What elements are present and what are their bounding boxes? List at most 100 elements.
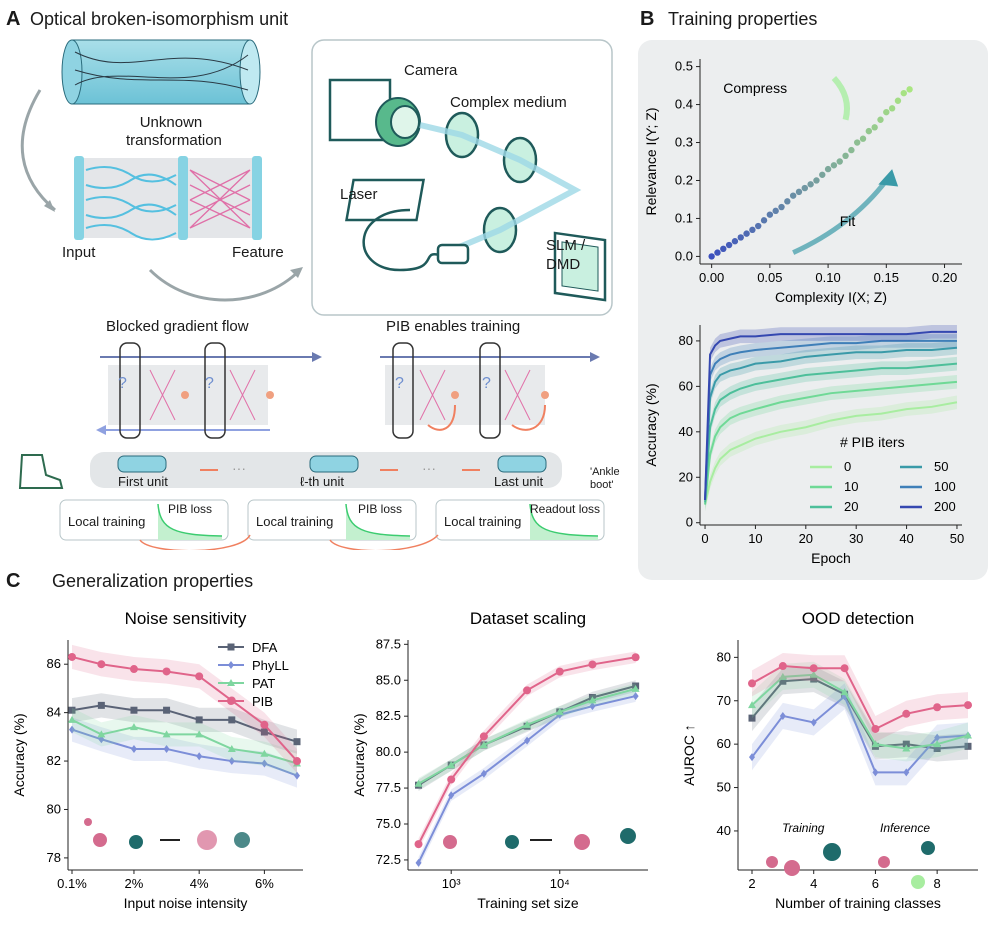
x-tick-label: 0.1% [57,876,87,891]
marker-square [902,740,910,748]
y-tick-label: 82 [47,753,61,768]
series-band [72,707,297,776]
marker-square [964,742,972,750]
scatter-point [731,238,739,245]
marker-circle [129,665,138,674]
series-band [752,661,968,762]
marker-square [227,643,235,651]
marker-diamond [228,757,235,766]
marker-diamond [872,768,879,777]
panel-a-illustration [18,39,613,550]
series-line-20 [704,362,958,503]
marker-square [68,706,76,714]
marker-circle [555,667,564,676]
y-tick-label: 60 [679,378,693,393]
y-tick-label: 87.5 [376,636,401,651]
scatter-point [906,86,913,93]
x-axis-label: Complexity I(X; Z) [775,289,887,305]
marker-triangle [871,740,880,748]
marker-triangle [809,670,818,678]
y-axis-label: AUROC ↑ [681,724,697,785]
series-band [418,683,636,790]
camera-label: Camera [404,62,458,79]
scatter-point [824,165,832,173]
laser-label: Laser [340,186,378,203]
marker-circle [97,660,106,669]
scatter-point [859,135,867,142]
complex-medium-label: Complex medium [450,94,567,111]
question-mark-4: ? [482,375,491,392]
marker-square [933,744,941,752]
marker-square [97,701,105,709]
marker-triangle [840,688,849,696]
illustration-dot [443,835,457,849]
series-line-DFA [71,704,298,743]
legend-label: PIB [252,694,273,709]
legend-title: # PIB iters [840,434,905,450]
marker-circle [260,720,269,729]
marker-triangle [447,761,456,769]
readout-loss: Readout loss [530,502,601,516]
y-axis-label: Accuracy (%) [351,713,367,796]
x-tick-label: 10 [748,531,762,546]
marker-triangle [479,740,488,748]
scatter-point [789,192,797,199]
ellipsis-1: ··· [232,460,246,476]
marker-circle [778,662,787,671]
illustration-dot [505,835,519,849]
marker-circle [162,667,171,676]
illustration-dot [911,875,925,889]
y-tick-label: 0.3 [675,135,693,150]
unknown-transformation-label: Unknown transformation [126,114,222,149]
fit-arrow [792,178,889,255]
local-training-1: Local training [68,514,146,529]
legend-label: 200 [934,499,956,514]
marker-diamond [934,733,941,742]
marker-circle [414,840,423,849]
marker-triangle [227,679,235,686]
compress-arrow [831,75,851,121]
marker-square [163,706,171,714]
panel-b-background [638,40,988,580]
marker-diamond [196,752,203,761]
scatter-point [854,139,861,146]
y-tick-label: 0 [686,515,693,530]
marker-square [228,716,236,724]
series-band [705,334,957,507]
boot-icon [18,454,64,489]
y-tick-label: 60 [717,736,731,751]
y-tick-label: 0.5 [675,59,693,74]
marker-circle [809,664,818,673]
series-band [72,644,297,774]
camera-icon [328,78,421,147]
illustration-dot [84,818,92,826]
x-tick-label: 8 [934,876,941,891]
series-line-PAT [71,718,298,765]
accuracy-epoch-chart: 0 10 20 30 40 50 0 20 40 60 80 Epoch Accuracy (%) # P… [643,325,964,566]
x-tick-label: 0.20 [932,270,957,285]
y-tick-label: 0.2 [675,172,693,187]
pib-loss-1: PIB loss [168,502,213,516]
scatter-point [801,184,808,192]
y-tick-label: 72.5 [376,852,401,867]
x-tick-label: 6 [872,876,879,891]
marker-circle [588,660,597,669]
scatter-point [795,188,803,196]
series-line-PIB [71,655,298,762]
x-tick-label: 0.00 [699,270,724,285]
y-tick-label: 77.5 [376,780,401,795]
y-tick-label: 86 [47,656,61,671]
illustration-dot [878,856,890,868]
marker-diamond [163,744,170,753]
input-label: Input [62,244,96,261]
scatter-point [760,217,768,224]
marker-circle [933,703,942,712]
scatter-point [720,245,727,253]
marker-circle [293,757,301,766]
marker-diamond [903,768,910,777]
blocked-gradient-label: Blocked gradient flow [106,318,249,335]
legend-label: PhyLL [252,658,289,673]
inference-label: Inference [880,821,930,835]
marker-triangle [933,740,942,748]
x-tick-label: 2 [748,876,755,891]
